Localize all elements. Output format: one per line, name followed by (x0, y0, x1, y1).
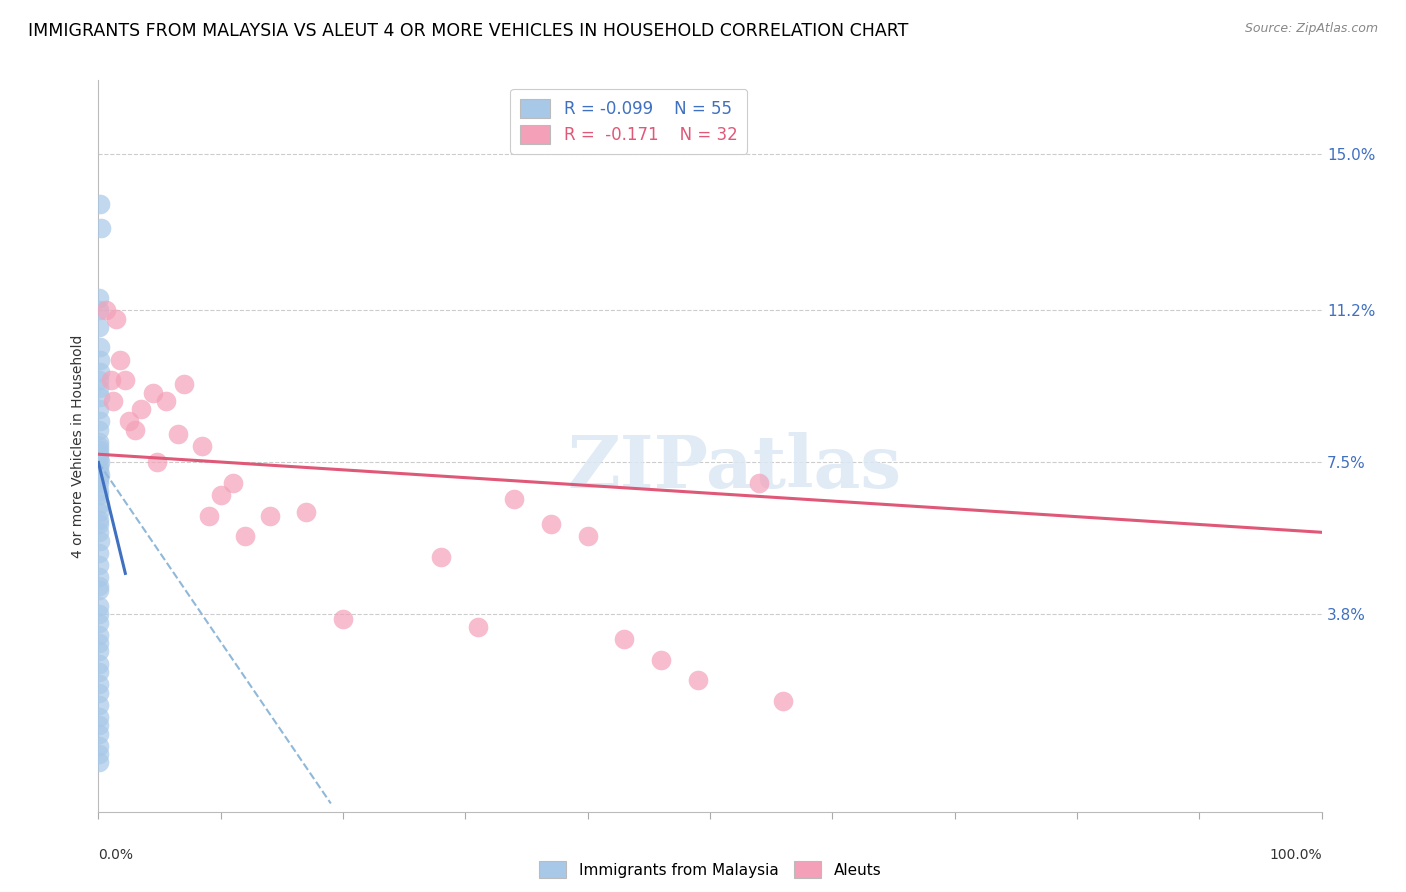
Point (650, 653, 672, 667)
Point (104, 311, 127, 326)
Y-axis label: 4 or more Vehicles in Household: 4 or more Vehicles in Household (72, 334, 86, 558)
Point (87, 747, 110, 762)
Point (87, 665, 110, 679)
Point (89, 423, 111, 437)
Point (197, 508, 219, 523)
Point (89, 459, 111, 474)
Point (89, 533, 111, 548)
Point (114, 373, 136, 387)
Point (89, 496, 111, 510)
Point (89, 464, 111, 478)
Point (89, 726, 111, 740)
Point (89, 434, 111, 449)
Point (87, 739, 110, 753)
Point (87, 484, 110, 499)
Point (89, 352, 111, 367)
Point (89, 558, 111, 573)
Point (87, 657, 110, 671)
Text: 100.0%: 100.0% (1270, 848, 1322, 863)
Point (89, 455, 111, 469)
Point (89, 319, 111, 334)
Point (89, 615, 111, 630)
Point (613, 632, 636, 647)
Point (87, 291, 110, 305)
Point (89, 488, 111, 502)
Point (576, 529, 599, 543)
Point (87, 698, 110, 712)
Point (155, 393, 177, 408)
Text: IMMIGRANTS FROM MALAYSIA VS ALEUT 4 OR MORE VEHICLES IN HOUSEHOLD CORRELATION CH: IMMIGRANTS FROM MALAYSIA VS ALEUT 4 OR M… (28, 22, 908, 40)
Point (142, 385, 165, 400)
Point (89, 451, 111, 466)
Point (94, 303, 117, 318)
Point (87, 582, 110, 597)
Point (87, 599, 110, 614)
Point (686, 673, 709, 688)
Point (87, 628, 110, 642)
Text: ZIPatlas: ZIPatlas (568, 433, 901, 503)
Point (87, 644, 110, 658)
Legend: Immigrants from Malaysia, Aleuts: Immigrants from Malaysia, Aleuts (533, 855, 887, 885)
Point (89, 196, 111, 211)
Point (89, 607, 111, 622)
Point (430, 549, 453, 564)
Point (89, 414, 111, 428)
Point (772, 694, 794, 708)
Point (87, 685, 110, 699)
Text: 0.0%: 0.0% (98, 848, 134, 863)
Point (191, 439, 214, 453)
Point (540, 517, 562, 532)
Point (87, 677, 110, 691)
Point (87, 513, 110, 527)
Point (748, 475, 770, 490)
Point (89, 303, 111, 318)
Point (89, 402, 111, 417)
Point (89, 467, 111, 482)
Point (233, 529, 256, 543)
Point (332, 611, 354, 625)
Point (209, 488, 232, 502)
Point (87, 710, 110, 724)
Point (87, 546, 110, 560)
Point (110, 352, 132, 367)
Point (87, 579, 110, 593)
Point (87, 472, 110, 486)
Point (124, 423, 146, 437)
Point (101, 393, 124, 408)
Point (90, 221, 112, 235)
Point (173, 377, 195, 392)
Point (295, 505, 318, 519)
Point (100, 373, 122, 387)
Point (89, 365, 111, 379)
Point (222, 475, 245, 490)
Point (89, 475, 111, 490)
Point (87, 756, 110, 770)
Point (87, 718, 110, 732)
Point (89, 570, 111, 584)
Point (89, 340, 111, 354)
Point (87, 443, 110, 458)
Text: Source: ZipAtlas.com: Source: ZipAtlas.com (1244, 22, 1378, 36)
Point (89, 517, 111, 532)
Point (467, 620, 489, 634)
Point (87, 636, 110, 650)
Point (146, 455, 169, 469)
Point (89, 525, 111, 540)
Point (87, 439, 110, 453)
Point (89, 447, 111, 461)
Point (87, 382, 110, 396)
Point (118, 414, 141, 428)
Point (89, 373, 111, 387)
Point (167, 426, 190, 441)
Point (89, 390, 111, 404)
Point (259, 508, 281, 523)
Point (503, 492, 526, 507)
Point (129, 402, 152, 417)
Point (89, 505, 111, 519)
